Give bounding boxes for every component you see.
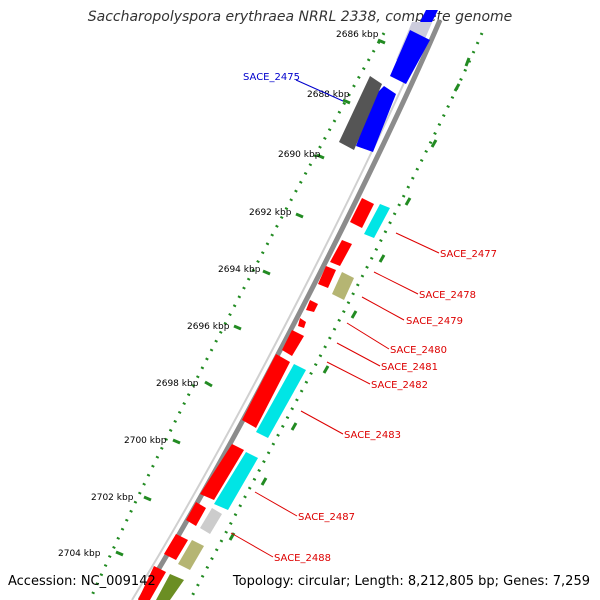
gene-red-2481 bbox=[298, 318, 306, 328]
leader-sace2477 bbox=[395, 232, 440, 254]
gene-blue-top bbox=[420, 10, 438, 22]
leader-sace2488 bbox=[230, 532, 274, 558]
leader-sace2482 bbox=[326, 361, 371, 385]
kbp-label: 2686 kbp bbox=[336, 30, 379, 40]
kbp-label: 2690 kbp bbox=[278, 150, 321, 160]
gene-red-2482 bbox=[282, 330, 304, 356]
gene-label[interactable]: SACE_2481 bbox=[381, 362, 438, 373]
gene-label[interactable]: SACE_2482 bbox=[371, 380, 428, 391]
kbp-labels: 2686 kbp 2688 kbp 2690 kbp 2692 kbp 2694… bbox=[58, 30, 379, 559]
kbp-label: 2698 kbp bbox=[156, 379, 199, 389]
inner-dotted-ruler bbox=[88, 32, 386, 600]
gene-label[interactable]: SACE_2475 bbox=[243, 72, 300, 83]
kbp-label: 2692 kbp bbox=[249, 208, 292, 218]
gene-green-bottom bbox=[156, 574, 184, 600]
gene-cyan-2477 bbox=[364, 204, 390, 238]
leader-sace2481 bbox=[336, 342, 381, 367]
gene-blue-a bbox=[390, 30, 430, 84]
kbp-label: 2694 kbp bbox=[218, 265, 261, 275]
backbone-inner bbox=[131, 19, 433, 600]
topology-text: Topology: circular; Length: 8,212,805 bp… bbox=[232, 574, 590, 589]
map-title: Saccharopolyspora erythraea NRRL 2338, c… bbox=[87, 9, 513, 25]
gene-red-2487 bbox=[186, 502, 206, 526]
gene-red-2489a bbox=[164, 534, 188, 560]
gene-red-2478b bbox=[318, 266, 336, 288]
accession-text: Accession: NC_009142 bbox=[8, 574, 156, 589]
outer-dotted-ruler bbox=[188, 32, 484, 600]
gene-label[interactable]: SACE_2488 bbox=[274, 553, 331, 564]
leader-sace2479 bbox=[361, 296, 405, 321]
leader-sace2483 bbox=[300, 410, 344, 435]
gene-blue-sace2475 bbox=[356, 86, 396, 152]
gene-label[interactable]: SACE_2487 bbox=[298, 512, 355, 523]
gene-cyan-2487 bbox=[214, 452, 258, 510]
gene-label[interactable]: SACE_2483 bbox=[344, 430, 401, 441]
right-major-ticks bbox=[228, 57, 471, 541]
kbp-label: 2688 kbp bbox=[307, 90, 350, 100]
leader-sace2487 bbox=[254, 491, 298, 517]
gene-label[interactable]: SACE_2478 bbox=[419, 290, 476, 301]
gene-red-2483 bbox=[242, 354, 290, 428]
gene-labels: SACE_2475 SACE_2477 SACE_2478 SACE_2479 … bbox=[243, 72, 497, 564]
kbp-label: 2704 kbp bbox=[58, 549, 101, 559]
kbp-label: 2702 kbp bbox=[91, 493, 134, 503]
gene-olive-2479 bbox=[332, 272, 354, 300]
leader-sace2475 bbox=[295, 79, 344, 102]
gene-features bbox=[138, 10, 438, 600]
kbp-label: 2696 kbp bbox=[187, 322, 230, 332]
gene-gray-sace2475 bbox=[339, 76, 382, 150]
gene-label[interactable]: SACE_2480 bbox=[390, 345, 447, 356]
gene-lightgray-2488 bbox=[200, 508, 222, 534]
gene-label[interactable]: SACE_2477 bbox=[440, 249, 497, 260]
left-major-ticks bbox=[115, 38, 386, 557]
gene-label[interactable]: SACE_2479 bbox=[406, 316, 463, 327]
gene-cyan-2483 bbox=[256, 364, 306, 438]
gene-red-2478a bbox=[330, 240, 352, 266]
leader-sace2480 bbox=[346, 322, 390, 350]
gene-red-2485 bbox=[200, 444, 244, 500]
kbp-label: 2700 kbp bbox=[124, 436, 167, 446]
gene-red-2476 bbox=[350, 198, 374, 228]
gene-red-2480 bbox=[306, 300, 318, 312]
backbone-outer bbox=[137, 19, 443, 600]
gene-olive-2489 bbox=[178, 540, 204, 570]
gene-red-bottom bbox=[138, 566, 166, 600]
leader-sace2478 bbox=[373, 271, 419, 295]
leader-lines bbox=[230, 79, 440, 558]
